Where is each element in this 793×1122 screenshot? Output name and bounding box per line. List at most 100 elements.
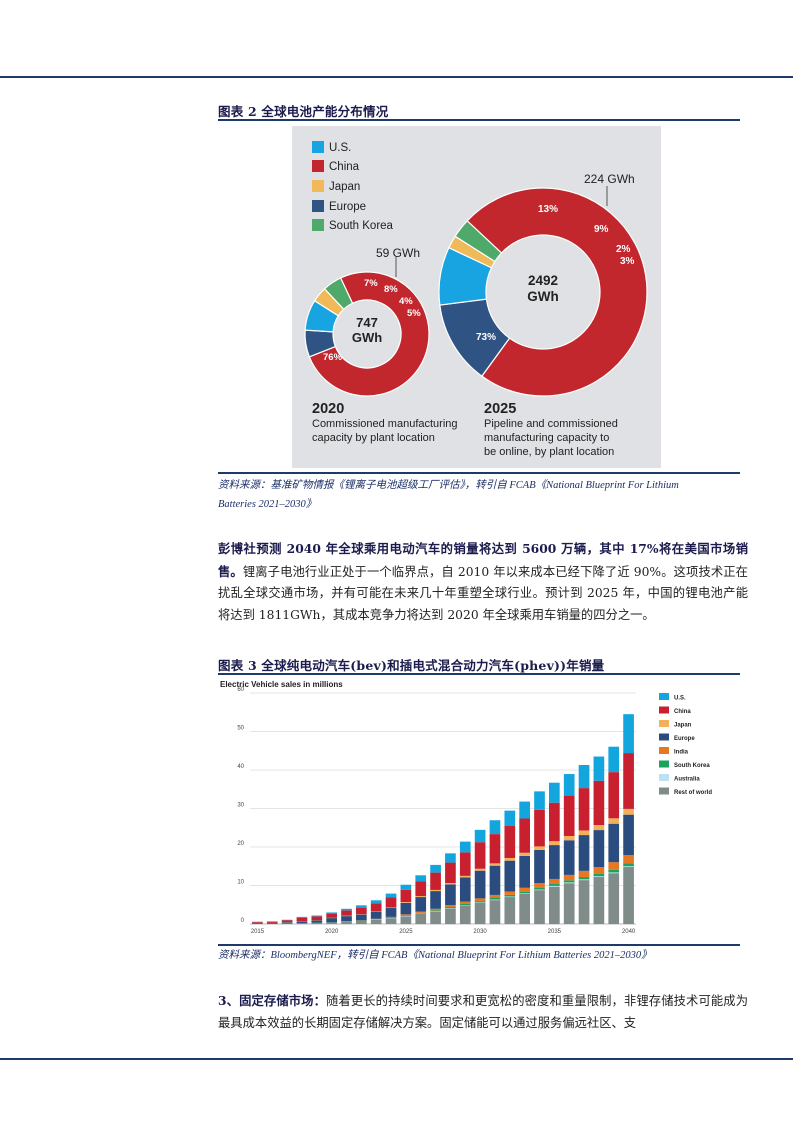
ev-y-tick-label: 10	[237, 880, 244, 886]
ev-y-tick-label: 20	[237, 841, 244, 847]
ev-bar-2033-rest-of-world	[519, 893, 530, 924]
ev-legend-swatch	[659, 774, 669, 781]
donut-2020	[304, 271, 430, 397]
ev-bar-2028-europe	[445, 884, 456, 906]
ev-bar-2029-u-s-	[459, 841, 471, 853]
ev-y-tick-label: 40	[237, 764, 244, 770]
ev-bar-2032-china	[504, 826, 516, 858]
ev-bar-2020-u-s-	[326, 912, 337, 914]
donut-2020-label-japan: 4%	[399, 296, 413, 307]
ev-bar-2020-rest-of-world	[326, 922, 337, 924]
ev-sales-svg: Electric Vehicle sales in millions 0 10 20…	[220, 680, 712, 935]
ev-bar-2036-japan	[563, 836, 575, 841]
battery-capacity-figure: U.S. China Japan Europe South Korea 747 …	[292, 126, 661, 468]
ev-bar-2027-india	[430, 908, 441, 911]
ev-bar-2017-china	[281, 920, 293, 923]
ev-bar-2020-europe	[326, 918, 337, 923]
ev-bar-2037-china	[578, 788, 590, 831]
ev-bar-2027-south-korea	[430, 910, 441, 912]
ev-bar-2019-rest-of-world	[311, 922, 323, 924]
ev-bar-2028-rest-of-world	[445, 908, 456, 924]
ev-bar-2026-europe	[415, 897, 427, 912]
ev-bar-2019-u-s-	[311, 915, 323, 917]
figure-2-bottom-rule	[218, 472, 740, 474]
ev-bar-2040-india	[623, 855, 634, 864]
ev-bar-2037-australia	[578, 879, 590, 881]
ev-bar-2028-india	[445, 905, 456, 908]
legend-label-china: China	[329, 161, 360, 173]
ev-bar-2031-australia	[489, 899, 501, 901]
ev-bar-2033-japan	[519, 852, 530, 856]
paragraph-ev-forecast: 彭博社预测 2040 年全球乘用电动汽车的销量将达到 5600 万辆，其中 17…	[218, 538, 748, 626]
legend-swatch-south-korea	[312, 219, 324, 231]
ev-bar-2024-europe	[385, 908, 397, 917]
ev-legend-swatch	[659, 787, 669, 795]
ev-bar-2029-china	[459, 852, 471, 876]
ev-bar-2040-china	[623, 753, 634, 809]
ev-y-tick-label: 60	[237, 687, 244, 693]
ev-bar-2025-china	[400, 889, 412, 903]
ev-chart-title: Electric Vehicle sales in millions	[220, 680, 343, 689]
ev-legend: U.S. China Japan Europe India South Korea Aust…	[659, 693, 712, 796]
ev-legend-swatch	[659, 747, 669, 754]
ev-bar-2025-rest-of-world	[400, 916, 412, 924]
ev-bar-2039-china	[608, 772, 620, 819]
donut-2020-label-us: 8%	[384, 284, 398, 295]
donut2025-slice-south-korea	[454, 219, 503, 263]
figure-2-title: 图表 2 全球电池产能分布情况	[218, 104, 389, 119]
ev-bar-2021-rest-of-world	[341, 921, 352, 924]
ev-x-tick-label: 2040	[622, 929, 636, 935]
ev-legend-swatch	[659, 760, 669, 768]
ev-x-tick-label: 2020	[325, 929, 339, 935]
ev-bar-2030-u-s-	[474, 829, 486, 843]
ev-bar-2025-india	[400, 914, 412, 916]
paragraph-stationary-storage-lead: 3、固定存储市场：	[218, 993, 326, 1008]
ev-legend-label: Japan	[674, 723, 692, 729]
ev-bar-2037-india	[578, 870, 590, 878]
ev-bar-2034-u-s-	[534, 791, 545, 810]
ev-bar-2035-europe	[549, 845, 560, 879]
ev-bar-2028-china	[445, 862, 456, 883]
ev-bar-2024-u-s-	[385, 893, 397, 898]
ev-bar-2036-south-korea	[563, 880, 575, 883]
ev-bar-2023-rest-of-world	[370, 919, 382, 924]
ev-bar-2031-south-korea	[489, 898, 501, 900]
donut2020-slice-china	[308, 271, 430, 397]
ev-bar-2031-japan	[489, 863, 501, 866]
ev-bar-2039-rest-of-world	[608, 873, 620, 924]
ev-bar-2034-europe	[534, 849, 545, 883]
ev-bar-2024-south-korea	[385, 917, 397, 919]
ev-bar-2035-japan	[549, 841, 560, 846]
ev-x-tick-label: 2015	[251, 929, 265, 935]
ev-bar-2031-rest-of-world	[489, 900, 501, 924]
legend-label-south-korea: South Korea	[329, 220, 394, 232]
ev-bar-2030-japan	[474, 868, 486, 871]
ev-legend-swatch	[659, 706, 669, 714]
caption-2025-line-1: Pipeline and commissioned	[484, 418, 618, 430]
ev-bars	[252, 714, 634, 924]
legend-swatch-japan	[312, 180, 324, 192]
donut-2025-callout: 224 GWh	[584, 172, 635, 186]
ev-bar-2032-india	[504, 891, 516, 895]
ev-bar-2034-australia	[534, 889, 545, 891]
ev-bar-2040-europe	[623, 814, 634, 856]
donut-2020-label-china: 76%	[323, 352, 343, 363]
figure-2-source: 资料来源：基准矿物情报《锂离子电池超级工厂评估》，转引自 FCAB《Nation…	[218, 476, 743, 514]
ev-x-tick-label: 2035	[548, 929, 562, 935]
caption-2025-line-3: be online, by plant location	[484, 446, 614, 458]
ev-bar-2037-europe	[578, 835, 590, 871]
ev-bar-2028-u-s-	[445, 853, 456, 863]
ev-bar-2038-india	[593, 867, 605, 874]
ev-bar-2030-south-korea	[474, 901, 486, 903]
ev-bar-2035-u-s-	[549, 782, 560, 803]
ev-bar-2040-australia	[623, 866, 634, 868]
ev-legend-label: Europe	[674, 736, 695, 742]
ev-sales-chart: Electric Vehicle sales in millions 0 10 20…	[218, 677, 740, 935]
ev-bar-2036-india	[563, 874, 575, 881]
ev-bar-2040-rest-of-world	[623, 867, 634, 924]
donut2020-slice-south-korea	[323, 277, 354, 311]
ev-bar-2023-china	[370, 903, 382, 912]
ev-bar-2021-china	[341, 910, 352, 916]
ev-bar-2018-rest-of-world	[296, 923, 308, 924]
ev-bar-2026-japan	[415, 896, 427, 898]
